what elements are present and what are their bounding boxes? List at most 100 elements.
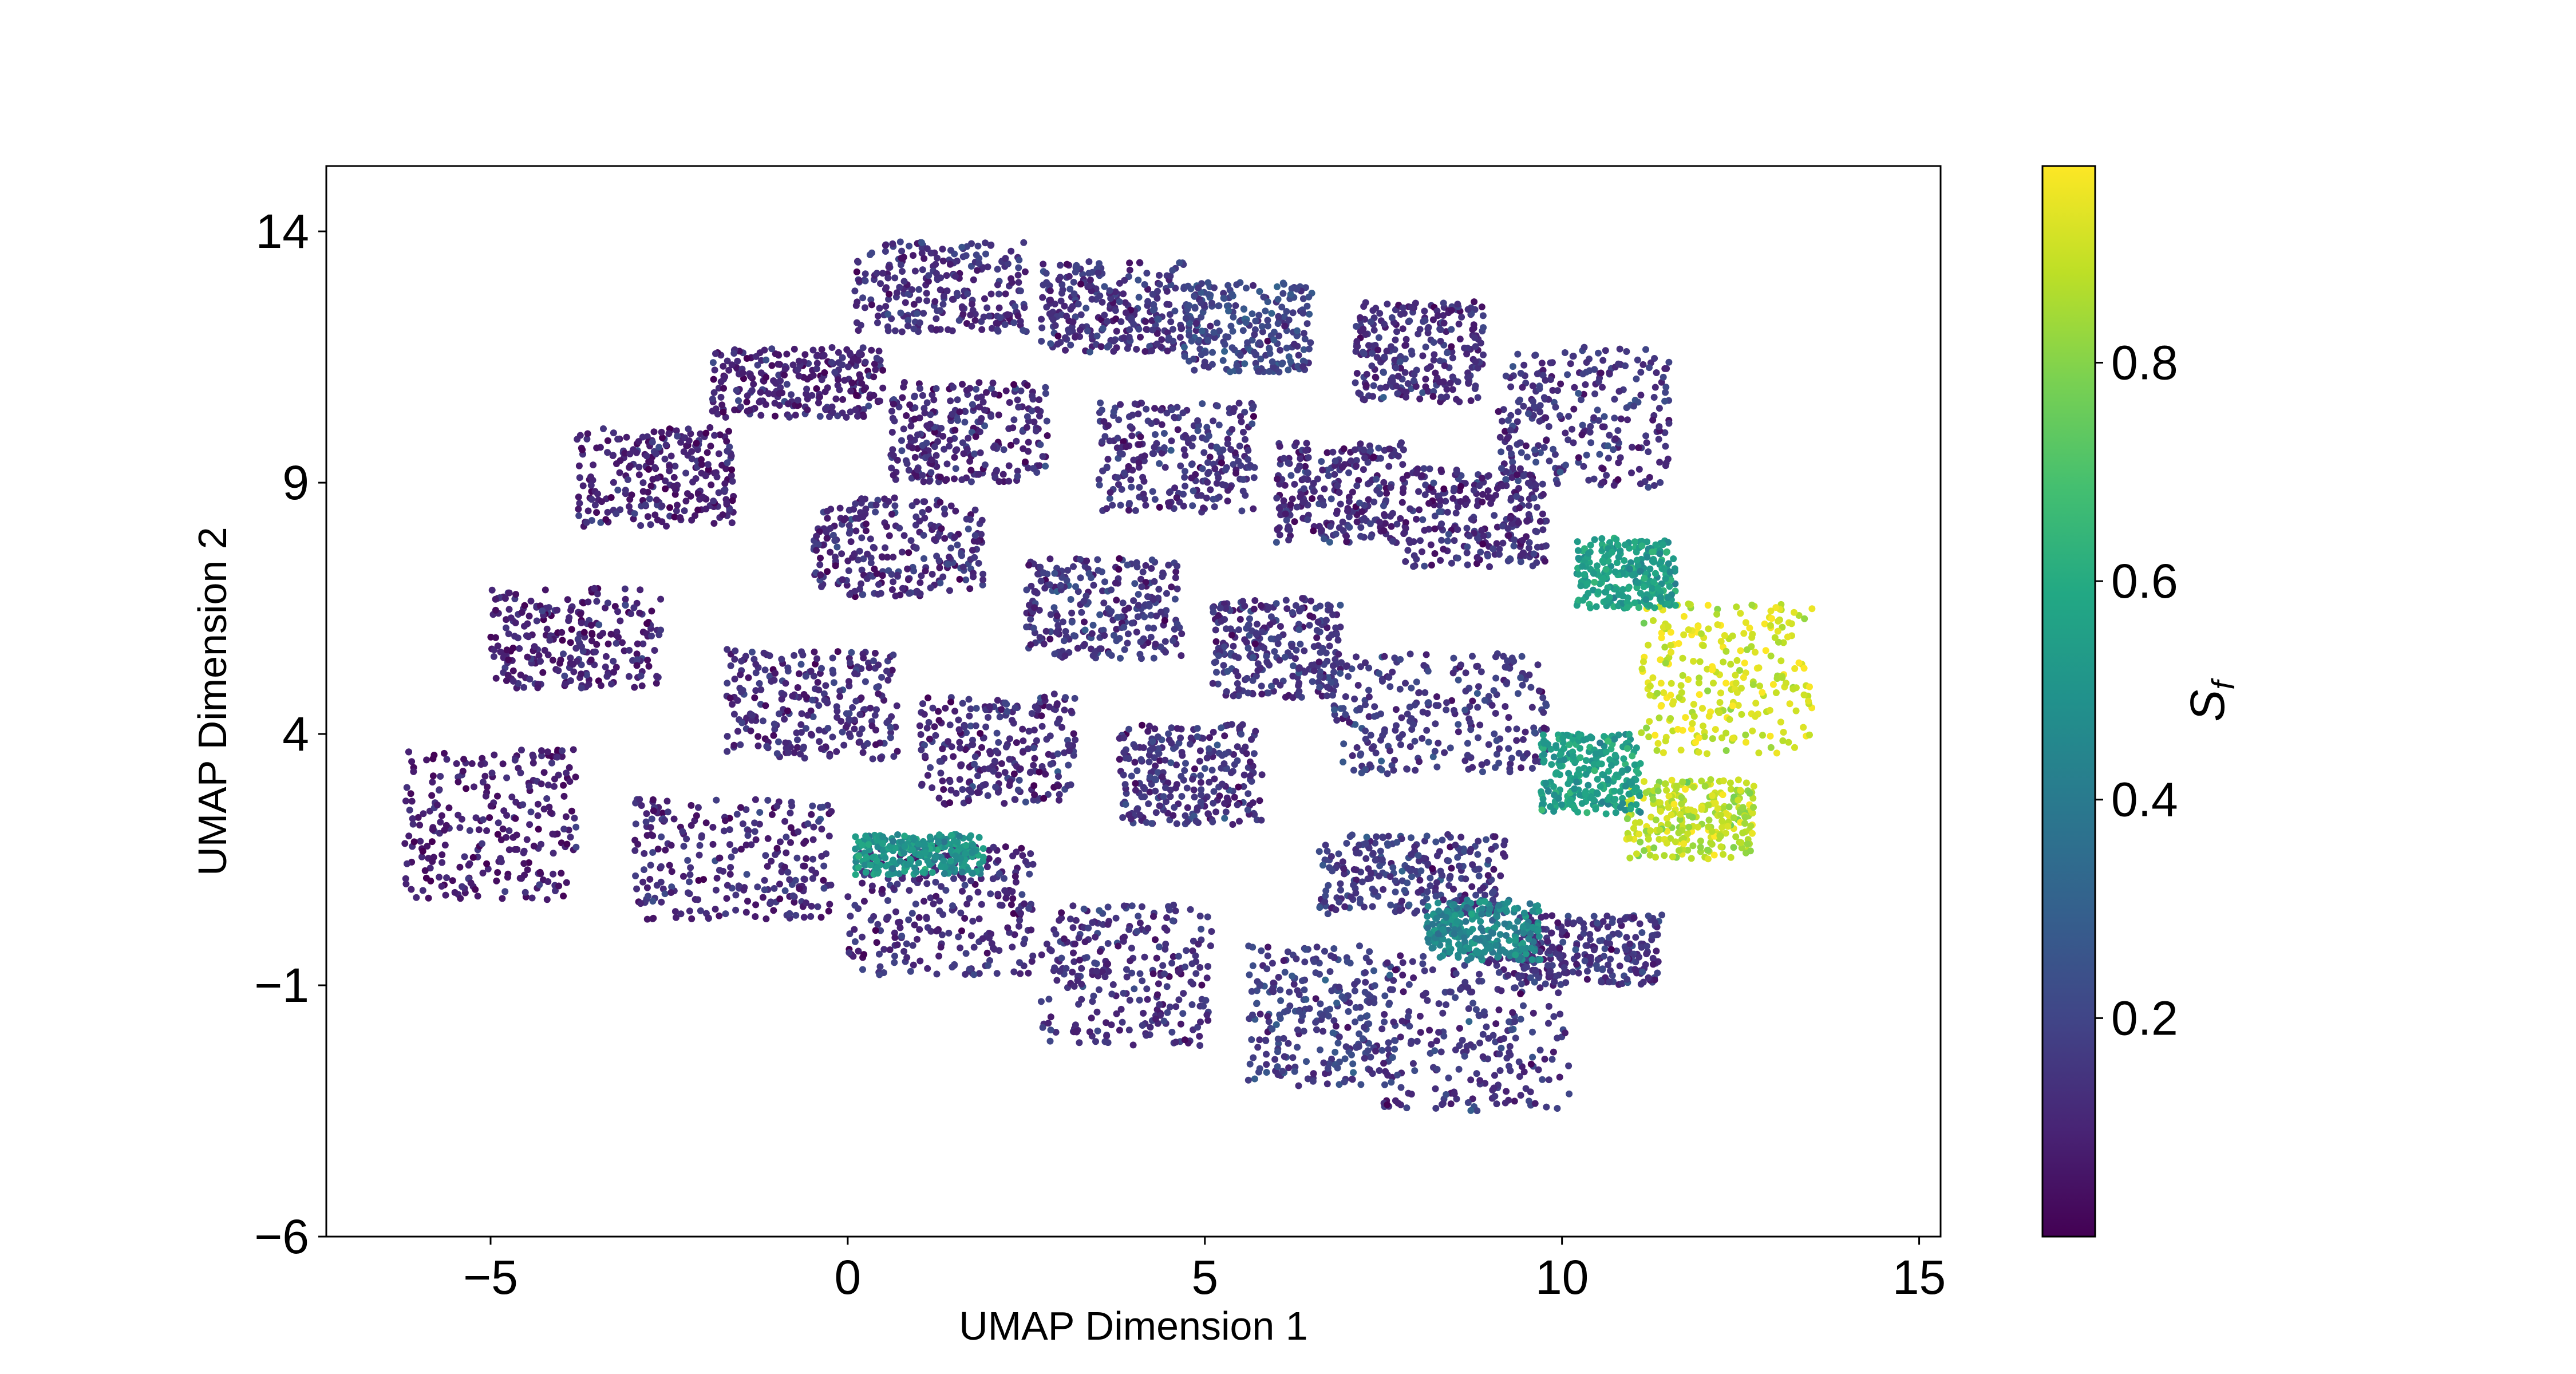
scatter-point [1309,495,1316,502]
scatter-point [570,668,578,676]
scatter-point [1213,669,1220,676]
scatter-point [978,326,986,333]
scatter-point [1396,685,1404,693]
scatter-point [1419,516,1427,523]
scatter-point [1326,539,1333,546]
scatter-point [1616,345,1623,353]
scatter-point [729,497,736,504]
scatter-point [1203,755,1211,761]
scatter-point [1526,471,1534,479]
scatter-point [797,661,805,668]
scatter-point [1368,745,1376,752]
scatter-point [1463,350,1471,358]
scatter-point [1116,756,1123,763]
scatter-point [897,309,904,317]
scatter-point [979,570,987,578]
scatter-point [788,391,795,398]
scatter-point [1424,710,1431,717]
scatter-point [862,304,868,311]
scatter-point [959,700,966,707]
scatter-point [647,482,655,489]
scatter-point [1097,399,1104,406]
scatter-point [610,452,617,459]
scatter-point [635,463,643,471]
scatter-point [1503,435,1511,443]
scatter-point [1256,339,1263,346]
scatter-point [966,712,973,720]
scatter-point [1665,358,1673,366]
scatter-point [1190,487,1197,495]
scatter-point [1212,626,1219,634]
scatter-point [1020,737,1027,745]
scatter-point [1117,401,1124,408]
scatter-point [1410,377,1417,384]
scatter-point [425,894,432,902]
scatter-point [1192,320,1200,327]
scatter-point [670,483,677,490]
scatter-point [1156,460,1163,467]
scatter-point [655,444,663,451]
scatter-point [1287,501,1294,508]
scatter-point [615,634,622,641]
scatter-point [1028,582,1035,590]
scatter-point [677,514,683,521]
scatter-point [1281,481,1289,489]
scatter-point [1000,478,1008,485]
scatter-point [1383,489,1390,497]
scatter-point [1093,332,1101,339]
scatter-point [1591,366,1598,373]
scatter-point [1492,653,1499,661]
scatter-point [1120,334,1128,341]
scatter-point [1158,336,1165,344]
scatter-point [962,576,970,583]
scatter-point [1201,765,1208,772]
scatter-point [1357,750,1365,757]
scatter-point [1515,477,1522,484]
scatter-point [1469,764,1476,771]
scatter-point [1096,481,1103,489]
scatter-point [847,538,855,546]
scatter-point [1264,298,1271,306]
scatter-point [1177,735,1184,741]
scatter-point [935,795,943,802]
scatter-point [1392,336,1399,344]
scatter-point [858,495,865,503]
scatter-point [1247,772,1254,780]
scatter-point [1131,580,1139,587]
scatter-point [1302,463,1309,470]
scatter-point [1549,386,1556,394]
scatter-point [720,362,727,370]
scatter-point [867,535,874,543]
scatter-point [685,437,693,444]
scatter-point [833,543,841,551]
scatter-point [1610,481,1618,489]
scatter-point [1250,750,1258,757]
scatter-point [1139,568,1147,576]
scatter-point [1523,518,1531,525]
scatter-point [1119,814,1127,821]
scatter-point [1157,609,1164,616]
scatter-point [1440,319,1448,327]
scatter-point [643,452,650,460]
scatter-point [1132,787,1139,794]
scatter-point [1323,692,1331,700]
scatter-point [726,694,734,702]
scatter-point [1077,311,1085,318]
scatter-point [725,428,732,435]
scatter-point [621,585,629,593]
scatter-point [879,554,886,561]
scatter-point [1037,578,1045,585]
scatter-point [738,719,746,727]
scatter-point [633,650,641,658]
scatter-point [1323,684,1331,691]
scatter-point [1264,337,1271,345]
scatter-point [1172,574,1179,582]
scatter-point [524,653,531,661]
scatter-point [772,670,779,677]
scatter-point [643,620,651,627]
scatter-point [958,243,966,251]
scatter-point [1436,378,1443,386]
scatter-point [565,617,572,625]
scatter-point [597,682,605,689]
scatter-point [607,630,615,638]
